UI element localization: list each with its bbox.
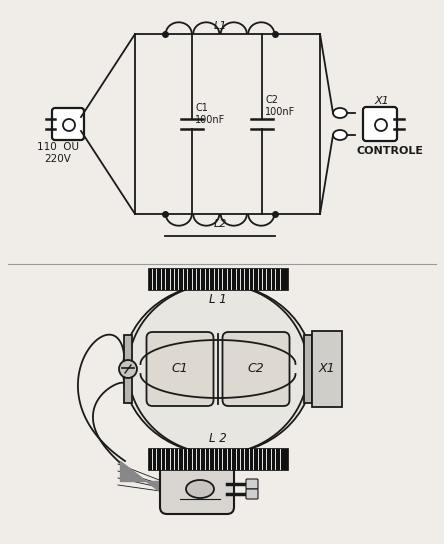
- FancyBboxPatch shape: [147, 332, 214, 406]
- Text: C2: C2: [248, 362, 264, 375]
- Text: CONTROLE: CONTROLE: [357, 146, 424, 156]
- Text: L1: L1: [213, 21, 227, 31]
- Ellipse shape: [186, 480, 214, 498]
- Circle shape: [119, 360, 137, 378]
- FancyBboxPatch shape: [246, 479, 258, 489]
- FancyBboxPatch shape: [160, 464, 234, 514]
- Text: 110  OU
220V: 110 OU 220V: [37, 142, 79, 164]
- Polygon shape: [120, 461, 167, 497]
- FancyBboxPatch shape: [222, 332, 289, 406]
- Text: X1: X1: [319, 362, 335, 375]
- Text: L2: L2: [213, 219, 227, 229]
- Circle shape: [63, 119, 75, 131]
- Bar: [124, 335, 132, 403]
- Bar: [312, 331, 342, 407]
- Ellipse shape: [123, 284, 313, 454]
- Text: C1: C1: [172, 362, 188, 375]
- Text: L 2: L 2: [209, 432, 227, 445]
- Ellipse shape: [333, 108, 347, 118]
- FancyBboxPatch shape: [363, 107, 397, 141]
- Bar: [148, 448, 288, 470]
- Ellipse shape: [333, 130, 347, 140]
- Text: C1
100nF: C1 100nF: [195, 103, 225, 125]
- Text: L 1: L 1: [209, 293, 227, 306]
- Bar: [148, 268, 288, 290]
- FancyBboxPatch shape: [246, 489, 258, 499]
- Bar: [304, 335, 312, 403]
- FancyBboxPatch shape: [52, 108, 84, 140]
- Text: X1: X1: [375, 96, 389, 106]
- Text: C2
100nF: C2 100nF: [265, 95, 295, 117]
- Circle shape: [375, 119, 387, 131]
